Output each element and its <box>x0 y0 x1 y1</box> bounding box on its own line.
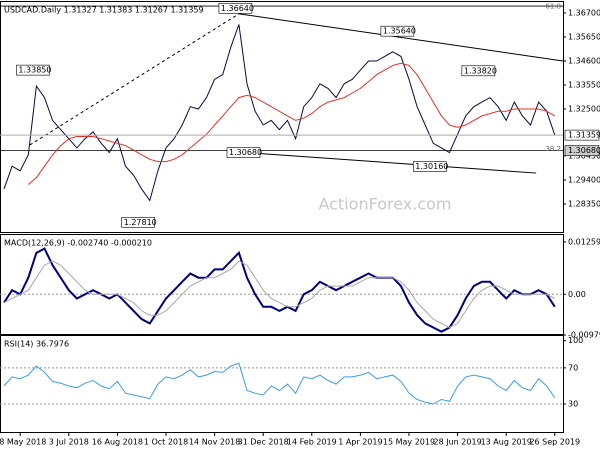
annotation-box <box>461 65 496 77</box>
price-label: 1.31359 <box>568 131 600 140</box>
price-box <box>564 145 600 156</box>
y-tick-label: 0.012599 <box>568 237 600 246</box>
annotation-box <box>412 161 447 172</box>
y-tick-label: 1.34600 <box>568 56 600 65</box>
trendline <box>29 13 240 146</box>
y-tick-label: 70 <box>568 363 578 372</box>
annotation-box <box>380 25 415 37</box>
y-tick-label: 1.36700 <box>568 8 600 17</box>
annotation-label: 1.27810 <box>124 218 157 227</box>
x-tick-label: 31 Dec 2018 <box>238 438 289 447</box>
annotation-label: 1.30160 <box>415 162 448 171</box>
x-tick-label: 18 May 2018 <box>0 438 46 447</box>
trendline <box>238 151 537 174</box>
annotation-box <box>121 216 155 228</box>
fib-label: 61.8 <box>545 3 561 11</box>
series-line <box>3 247 556 333</box>
y-tick-label: 100 <box>568 336 583 345</box>
panel-frame <box>0 335 564 433</box>
x-tick-label: 1 Oct 2018 <box>144 438 188 447</box>
annotation-box <box>218 2 253 14</box>
panel-title: MACD(12,26,9) -0.002740 -0.000210 <box>4 239 152 248</box>
y-tick-label: 1.33550 <box>568 80 600 89</box>
y-tick-label: -0.00979 <box>568 330 600 339</box>
x-tick-label: 3 Jul 2018 <box>49 438 89 447</box>
series-line <box>3 362 556 405</box>
annotation-label: 1.30680 <box>229 148 262 157</box>
x-tick-label: 1 Apr 2019 <box>338 438 382 447</box>
fib-label: 38.2 <box>545 145 561 153</box>
trendline <box>238 13 563 62</box>
panel-title: RSI(14) 36.7976 <box>4 340 69 349</box>
y-tick-label: 1.28350 <box>568 199 600 208</box>
x-tick-label: 14 Feb 2019 <box>287 438 337 447</box>
panel-frame <box>0 234 564 335</box>
series-line <box>27 62 556 185</box>
x-tick-label: 15 May 2019 <box>383 438 435 447</box>
price-box <box>564 129 600 141</box>
x-tick-label: 16 Aug 2018 <box>92 438 143 447</box>
annotation-label: 1.35640 <box>383 27 416 36</box>
x-tick-label: 26 Sep 2019 <box>529 438 580 447</box>
price-label: 1.30680 <box>568 146 600 155</box>
y-tick-label: 1.29400 <box>568 175 600 184</box>
panel-frame <box>0 1 564 233</box>
y-tick-label: 30 <box>568 400 578 409</box>
x-tick-label: 13 Aug 2019 <box>481 438 532 447</box>
y-tick-label: 0.00 <box>568 290 586 299</box>
panel-title: USDCAD.Daily 1.31327 1.31383 1.31267 1.3… <box>4 6 204 15</box>
annotation-label: 1.36640 <box>221 4 254 13</box>
annotation-box <box>226 147 261 158</box>
y-tick-label: 1.35650 <box>568 32 600 41</box>
x-tick-label: 28 Jun 2019 <box>434 438 482 447</box>
watermark: ActionForex.com <box>318 195 451 214</box>
series-line <box>3 24 556 202</box>
series-line <box>3 260 556 329</box>
annotation-label: 1.33820 <box>464 66 497 75</box>
y-tick-label: 1.32500 <box>568 105 600 114</box>
x-tick-label: 14 Nov 2018 <box>189 438 240 447</box>
annotation-label: 1.33850 <box>18 66 51 75</box>
annotation-box <box>16 64 50 76</box>
